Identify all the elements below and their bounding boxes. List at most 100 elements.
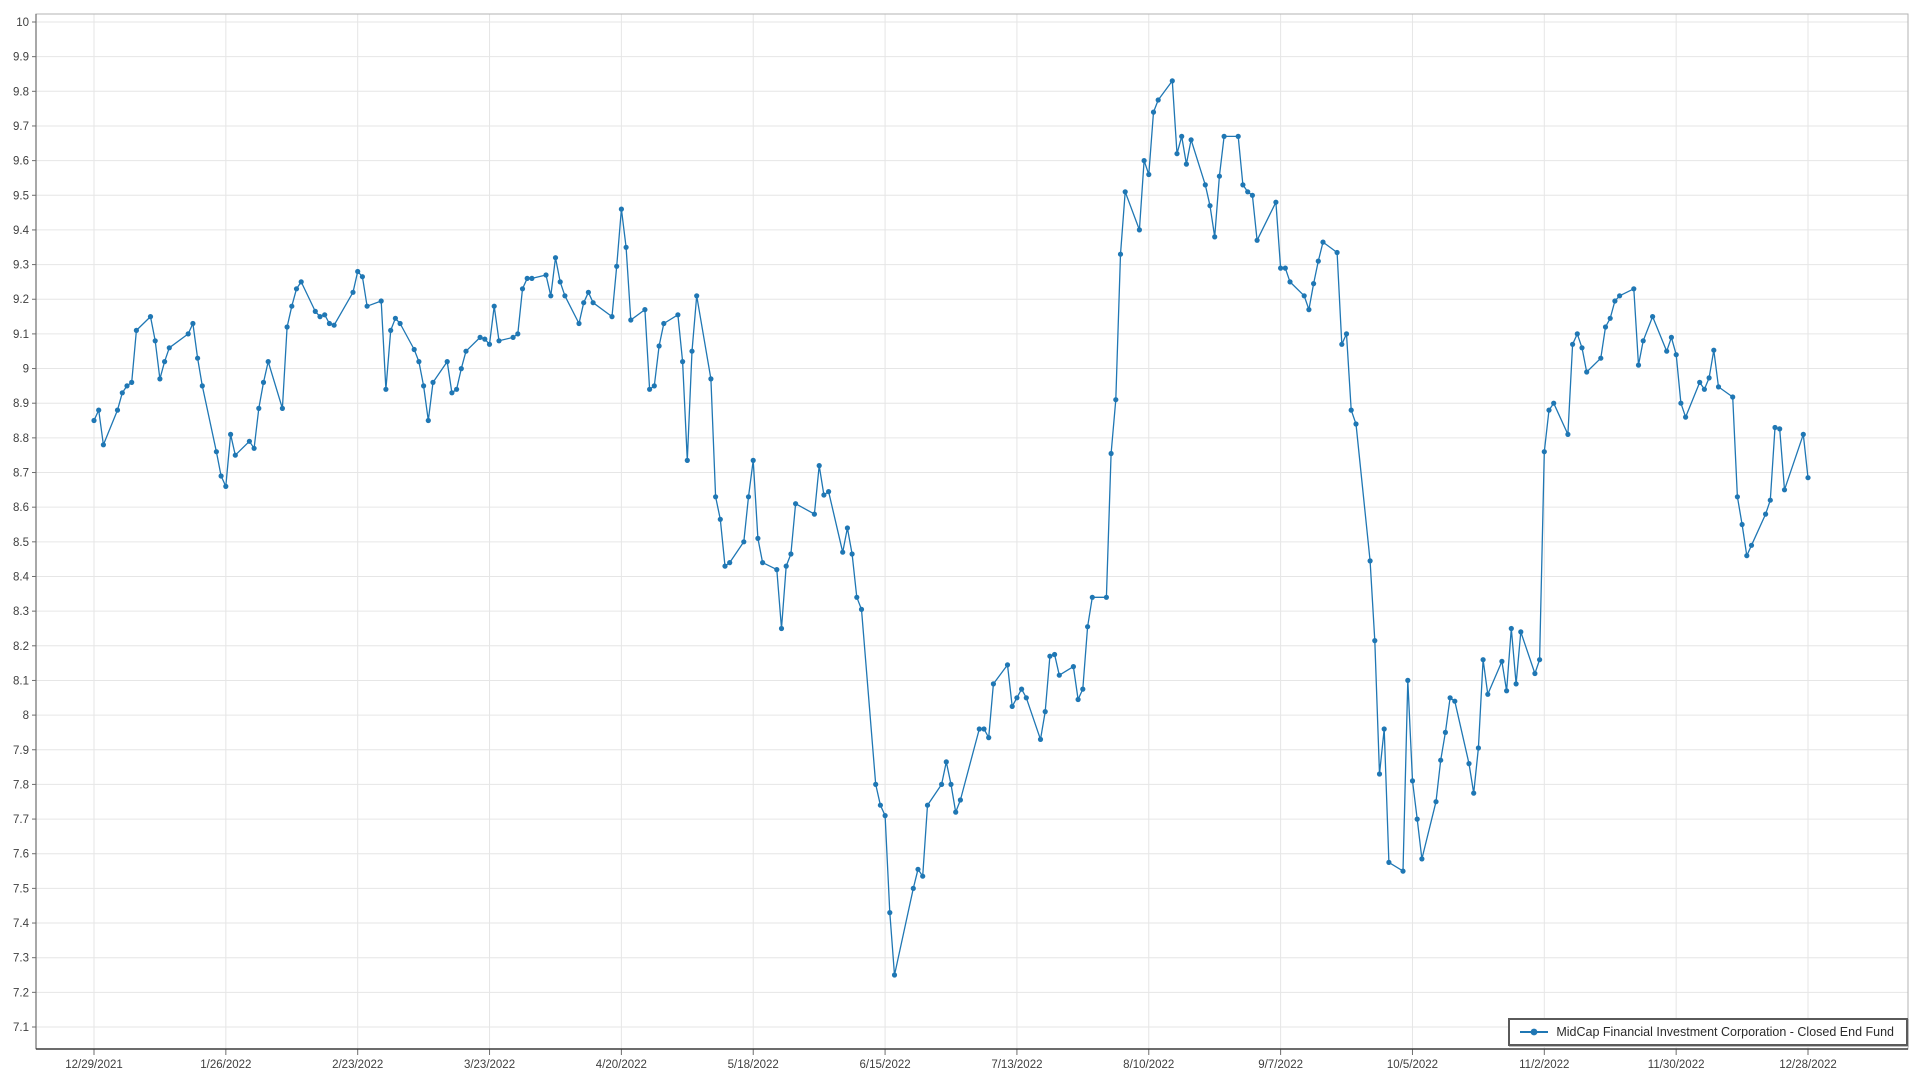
data-point (585, 289, 592, 295)
data-point (1052, 651, 1058, 658)
data-point (1249, 192, 1255, 198)
data-point (1805, 475, 1811, 481)
data-point (1617, 293, 1623, 299)
data-point (359, 274, 365, 280)
data-point (1301, 293, 1307, 299)
plot-frame (32, 13, 1909, 1055)
data-point (119, 390, 125, 396)
data-point (854, 594, 860, 600)
y-tick-label: 9.2 (13, 294, 29, 306)
data-point (1400, 868, 1406, 874)
data-point (990, 681, 997, 687)
data-point (873, 781, 879, 788)
x-tick-label: 2/23/2022 (332, 1059, 383, 1071)
data-point (223, 483, 229, 489)
x-axis-labels: 12/29/2021 1/26/2022 2/23/2022 3/23/2022 4/2… (65, 1059, 1837, 1071)
data-point (1188, 137, 1194, 143)
data-point (430, 379, 436, 385)
data-point (1240, 182, 1246, 188)
data-point (1381, 726, 1387, 732)
data-point (289, 303, 295, 309)
data-point (1179, 133, 1185, 139)
data-point (1056, 672, 1062, 678)
data-point (1254, 237, 1260, 243)
data-point (1202, 182, 1208, 188)
y-tick-label: 8.9 (13, 398, 29, 410)
data-point (1183, 161, 1189, 167)
data-point (1650, 314, 1656, 320)
data-point (1146, 171, 1152, 178)
data-point (1739, 521, 1745, 528)
y-tick-label: 9.6 (13, 156, 29, 168)
data-point (1042, 709, 1048, 715)
data-point (708, 376, 714, 382)
data-point (552, 255, 559, 261)
y-tick-label: 8.2 (13, 641, 29, 653)
data-point (1414, 816, 1420, 822)
data-point (1311, 281, 1317, 287)
data-point (114, 407, 121, 413)
data-point (840, 549, 846, 555)
data-point (981, 726, 987, 732)
data-point (312, 308, 318, 314)
data-point (1715, 384, 1722, 390)
data-point (1075, 696, 1081, 703)
data-point (689, 348, 695, 354)
data-point (1518, 629, 1524, 635)
data-point (1174, 151, 1180, 157)
data-point (976, 726, 982, 732)
data-point (924, 802, 931, 808)
data-point (717, 516, 723, 522)
y-axis-labels: 10 9.9 9.8 9.7 9.6 9.5 9.4 9.3 9.2 9.1 9 8.9 8.8 8.7 8… (13, 17, 30, 1034)
data-point (463, 348, 469, 354)
data-point (355, 268, 361, 275)
data-point (1635, 362, 1642, 368)
data-point (543, 272, 549, 278)
data-point (265, 359, 271, 365)
data-point (166, 345, 172, 351)
data-point (1023, 695, 1029, 701)
x-tick-label: 11/30/2022 (1648, 1059, 1705, 1071)
data-point (256, 405, 262, 411)
data-point (279, 405, 285, 411)
data-point (486, 341, 493, 347)
data-point (1122, 189, 1128, 195)
data-point (1315, 258, 1321, 264)
data-point (849, 551, 855, 557)
data-point (251, 445, 257, 451)
data-point (1485, 691, 1491, 697)
data-point (877, 802, 884, 808)
data-point (562, 293, 568, 299)
y-tick-label: 7.7 (13, 814, 29, 826)
data-point (609, 314, 615, 320)
gridlines (36, 14, 1908, 1049)
data-point (1353, 421, 1359, 427)
data-point (152, 338, 158, 344)
data-point (1452, 698, 1458, 704)
data-point (1781, 487, 1788, 493)
data-point (1475, 745, 1481, 751)
data-point (986, 735, 992, 741)
data-point (821, 492, 827, 498)
data-point (1584, 369, 1590, 375)
data-point (1664, 348, 1670, 354)
legend-label: MidCap Financial Investment Corporation … (1556, 1025, 1894, 1039)
x-tick-label: 4/20/2022 (596, 1059, 647, 1071)
data-point (529, 275, 535, 281)
legend-line-marker-icon (1520, 1028, 1549, 1036)
data-point (1117, 251, 1124, 257)
data-point (793, 501, 799, 507)
y-tick-label: 8.7 (13, 468, 29, 480)
data-point (1438, 757, 1444, 763)
x-tick-label: 7/13/2022 (991, 1059, 1042, 1071)
data-point (760, 560, 766, 566)
data-point (1216, 173, 1222, 179)
data-point (1169, 78, 1175, 84)
data-point (1551, 400, 1557, 406)
data-point (1207, 203, 1213, 209)
y-tick-label: 8.6 (13, 502, 29, 514)
data-point (383, 386, 389, 392)
data-point (661, 320, 667, 327)
data-point (778, 625, 785, 632)
